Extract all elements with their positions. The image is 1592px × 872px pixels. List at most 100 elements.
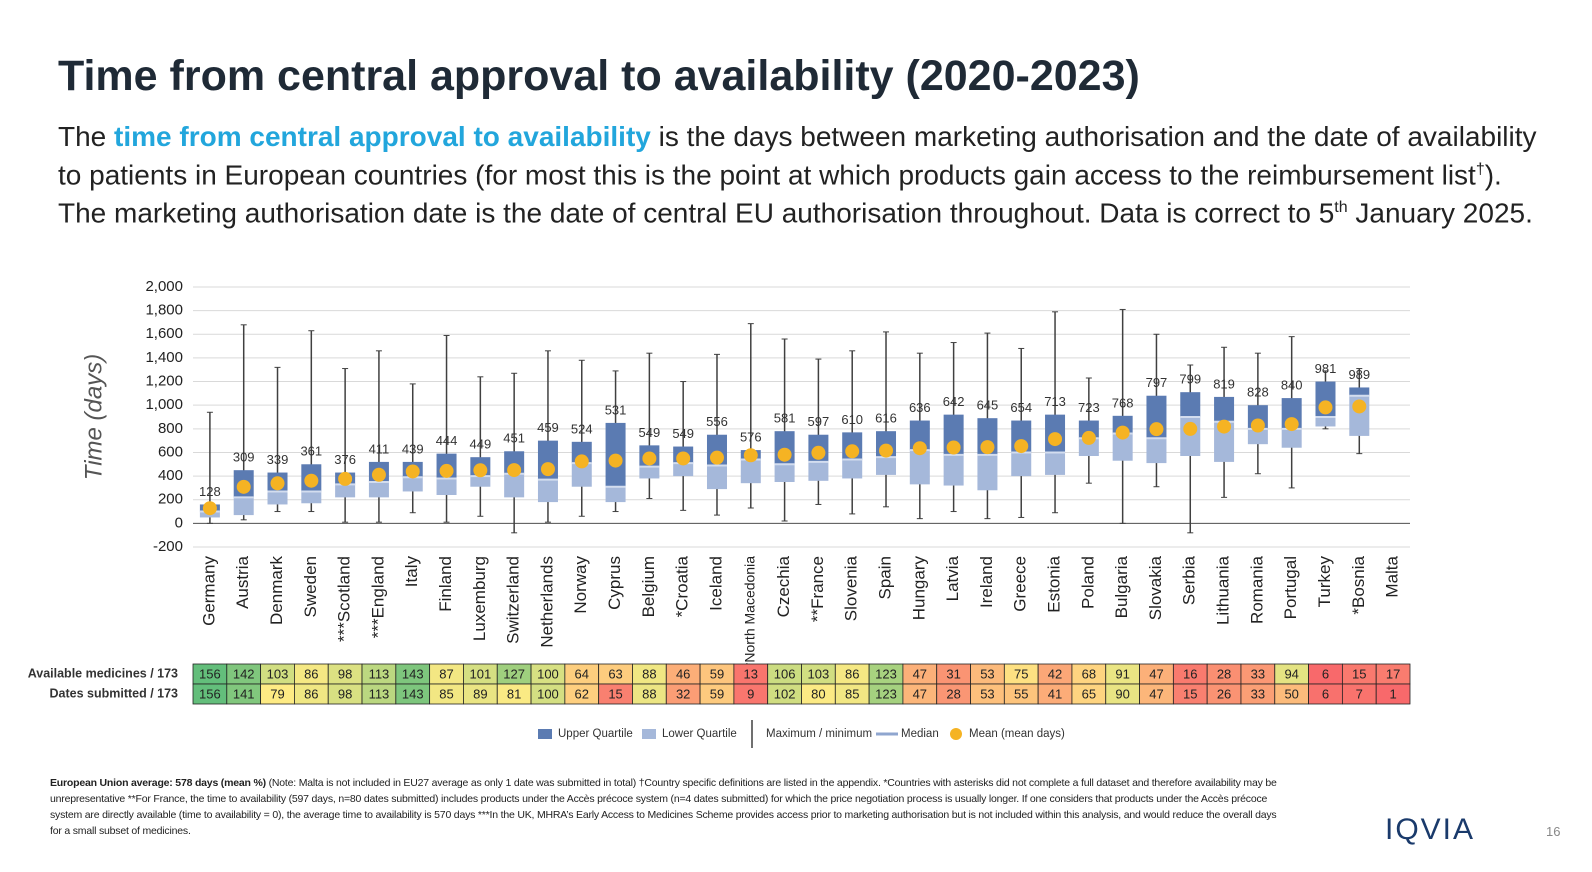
x-tick-label: Estonia <box>1045 555 1064 612</box>
lower-quartile-box <box>571 463 592 487</box>
table-value: 86 <box>304 666 318 681</box>
table-row-label: Dates submitted / 173 <box>49 686 178 700</box>
lower-quartile-box <box>537 479 558 503</box>
lower-quartile-box <box>470 476 491 487</box>
x-tick-label: Cyprus <box>605 556 624 610</box>
table-value: 103 <box>808 666 830 681</box>
x-tick-label: Austria <box>233 555 252 608</box>
table-value: 59 <box>710 666 724 681</box>
mean-dot <box>946 440 961 455</box>
table-value: 32 <box>676 686 690 701</box>
mean-dot <box>574 454 589 469</box>
table-value: 106 <box>774 666 796 681</box>
x-tick-label: Turkey <box>1315 556 1334 608</box>
table-value: 127 <box>503 666 525 681</box>
y-tick-label: 800 <box>158 420 183 437</box>
mean-dot <box>845 444 860 459</box>
table-value: 85 <box>439 686 453 701</box>
mean-label: 610 <box>841 412 863 427</box>
y-tick-label: 1,400 <box>145 349 183 366</box>
mean-dot <box>1352 399 1367 414</box>
x-tick-label: Malta <box>1383 555 1402 597</box>
table-cell <box>1375 683 1411 705</box>
table-value: 47 <box>1149 666 1163 681</box>
table-value: 63 <box>608 666 622 681</box>
table-value: 91 <box>1115 666 1129 681</box>
mean-dot <box>439 463 454 478</box>
table-value: 81 <box>507 686 521 701</box>
logo: IQVIA <box>1385 813 1476 846</box>
mean-label: 128 <box>199 484 221 499</box>
table-value: 143 <box>402 686 424 701</box>
subtitle-text: ). The marketing authorisation date is t… <box>58 159 1502 229</box>
table-value: 59 <box>710 686 724 701</box>
table-value: 101 <box>469 666 491 681</box>
lower-quartile-box <box>267 491 288 505</box>
x-tick-label: *Croatia <box>673 555 692 617</box>
table-value: 33 <box>1251 666 1265 681</box>
table-value: 47 <box>913 666 927 681</box>
mean-label: 645 <box>977 398 999 413</box>
legend-swatch <box>642 729 656 739</box>
x-tick-label: Poland <box>1078 556 1097 609</box>
table-value: 142 <box>233 666 255 681</box>
lower-quartile-box <box>301 491 322 504</box>
table-value: 42 <box>1048 666 1062 681</box>
x-tick-label: Greece <box>1011 556 1030 612</box>
mean-label: 459 <box>537 420 559 435</box>
table-value: 100 <box>537 686 559 701</box>
mean-label: 549 <box>639 425 661 440</box>
x-tick-label: **France <box>808 556 827 622</box>
footnote-text: (Note: Malta is not included in EU27 ave… <box>50 777 1277 837</box>
upper-quartile-box <box>1349 387 1370 396</box>
lower-quartile-box <box>1011 452 1032 477</box>
mean-dot <box>236 479 251 494</box>
mean-dot <box>912 441 927 456</box>
lower-quartile-box <box>740 459 761 484</box>
table-value: 86 <box>304 686 318 701</box>
x-tick-label: Ireland <box>977 556 996 608</box>
y-axis-label: Time (days) <box>80 354 107 480</box>
table-value: 94 <box>1284 666 1298 681</box>
table-value: 13 <box>744 666 758 681</box>
table-value: 98 <box>338 686 352 701</box>
subtitle-text: is the days between marketing authorisat… <box>58 121 1537 191</box>
lower-quartile-box <box>943 454 964 486</box>
mean-label: 642 <box>943 394 965 409</box>
table-value: 26 <box>1217 686 1231 701</box>
mean-dot <box>371 467 386 482</box>
y-tick-label: 600 <box>158 443 183 460</box>
table-value: 41 <box>1048 686 1062 701</box>
mean-dot <box>507 463 522 478</box>
y-tick-label: 1,200 <box>145 373 183 390</box>
mean-label: 654 <box>1010 400 1032 415</box>
legend-label: Lower Quartile <box>662 728 737 740</box>
table-value: 62 <box>575 686 589 701</box>
x-tick-label: Sweden <box>301 556 320 617</box>
legend-label: Mean (mean days) <box>969 728 1065 740</box>
table-value: 98 <box>338 666 352 681</box>
mean-label: 339 <box>267 452 289 467</box>
x-tick-label: Bulgaria <box>1112 555 1131 618</box>
mean-label: 411 <box>369 441 390 456</box>
mean-dot <box>642 451 657 466</box>
table-value: 53 <box>980 686 994 701</box>
footnote-bold: European Union average: 578 days (mean %… <box>50 777 266 789</box>
lower-quartile-box <box>876 457 897 475</box>
mean-label: 616 <box>875 411 897 426</box>
mean-dot <box>1318 400 1333 415</box>
title: Time from central approval to availabili… <box>58 52 1140 100</box>
x-tick-label: Latvia <box>943 555 962 601</box>
upper-quartile-box <box>1214 396 1235 422</box>
mean-dot <box>1284 417 1299 432</box>
table-value: 33 <box>1251 686 1265 701</box>
table-value: 123 <box>875 666 897 681</box>
x-tick-label: Belgium <box>639 556 658 617</box>
y-tick-label: -200 <box>153 538 183 555</box>
table-value: 9 <box>747 686 754 701</box>
subtitle-sup: † <box>1475 161 1485 178</box>
mean-dot <box>540 462 555 477</box>
mean-dot <box>879 443 894 458</box>
mean-label: 449 <box>469 437 491 452</box>
mean-dot <box>709 450 724 465</box>
